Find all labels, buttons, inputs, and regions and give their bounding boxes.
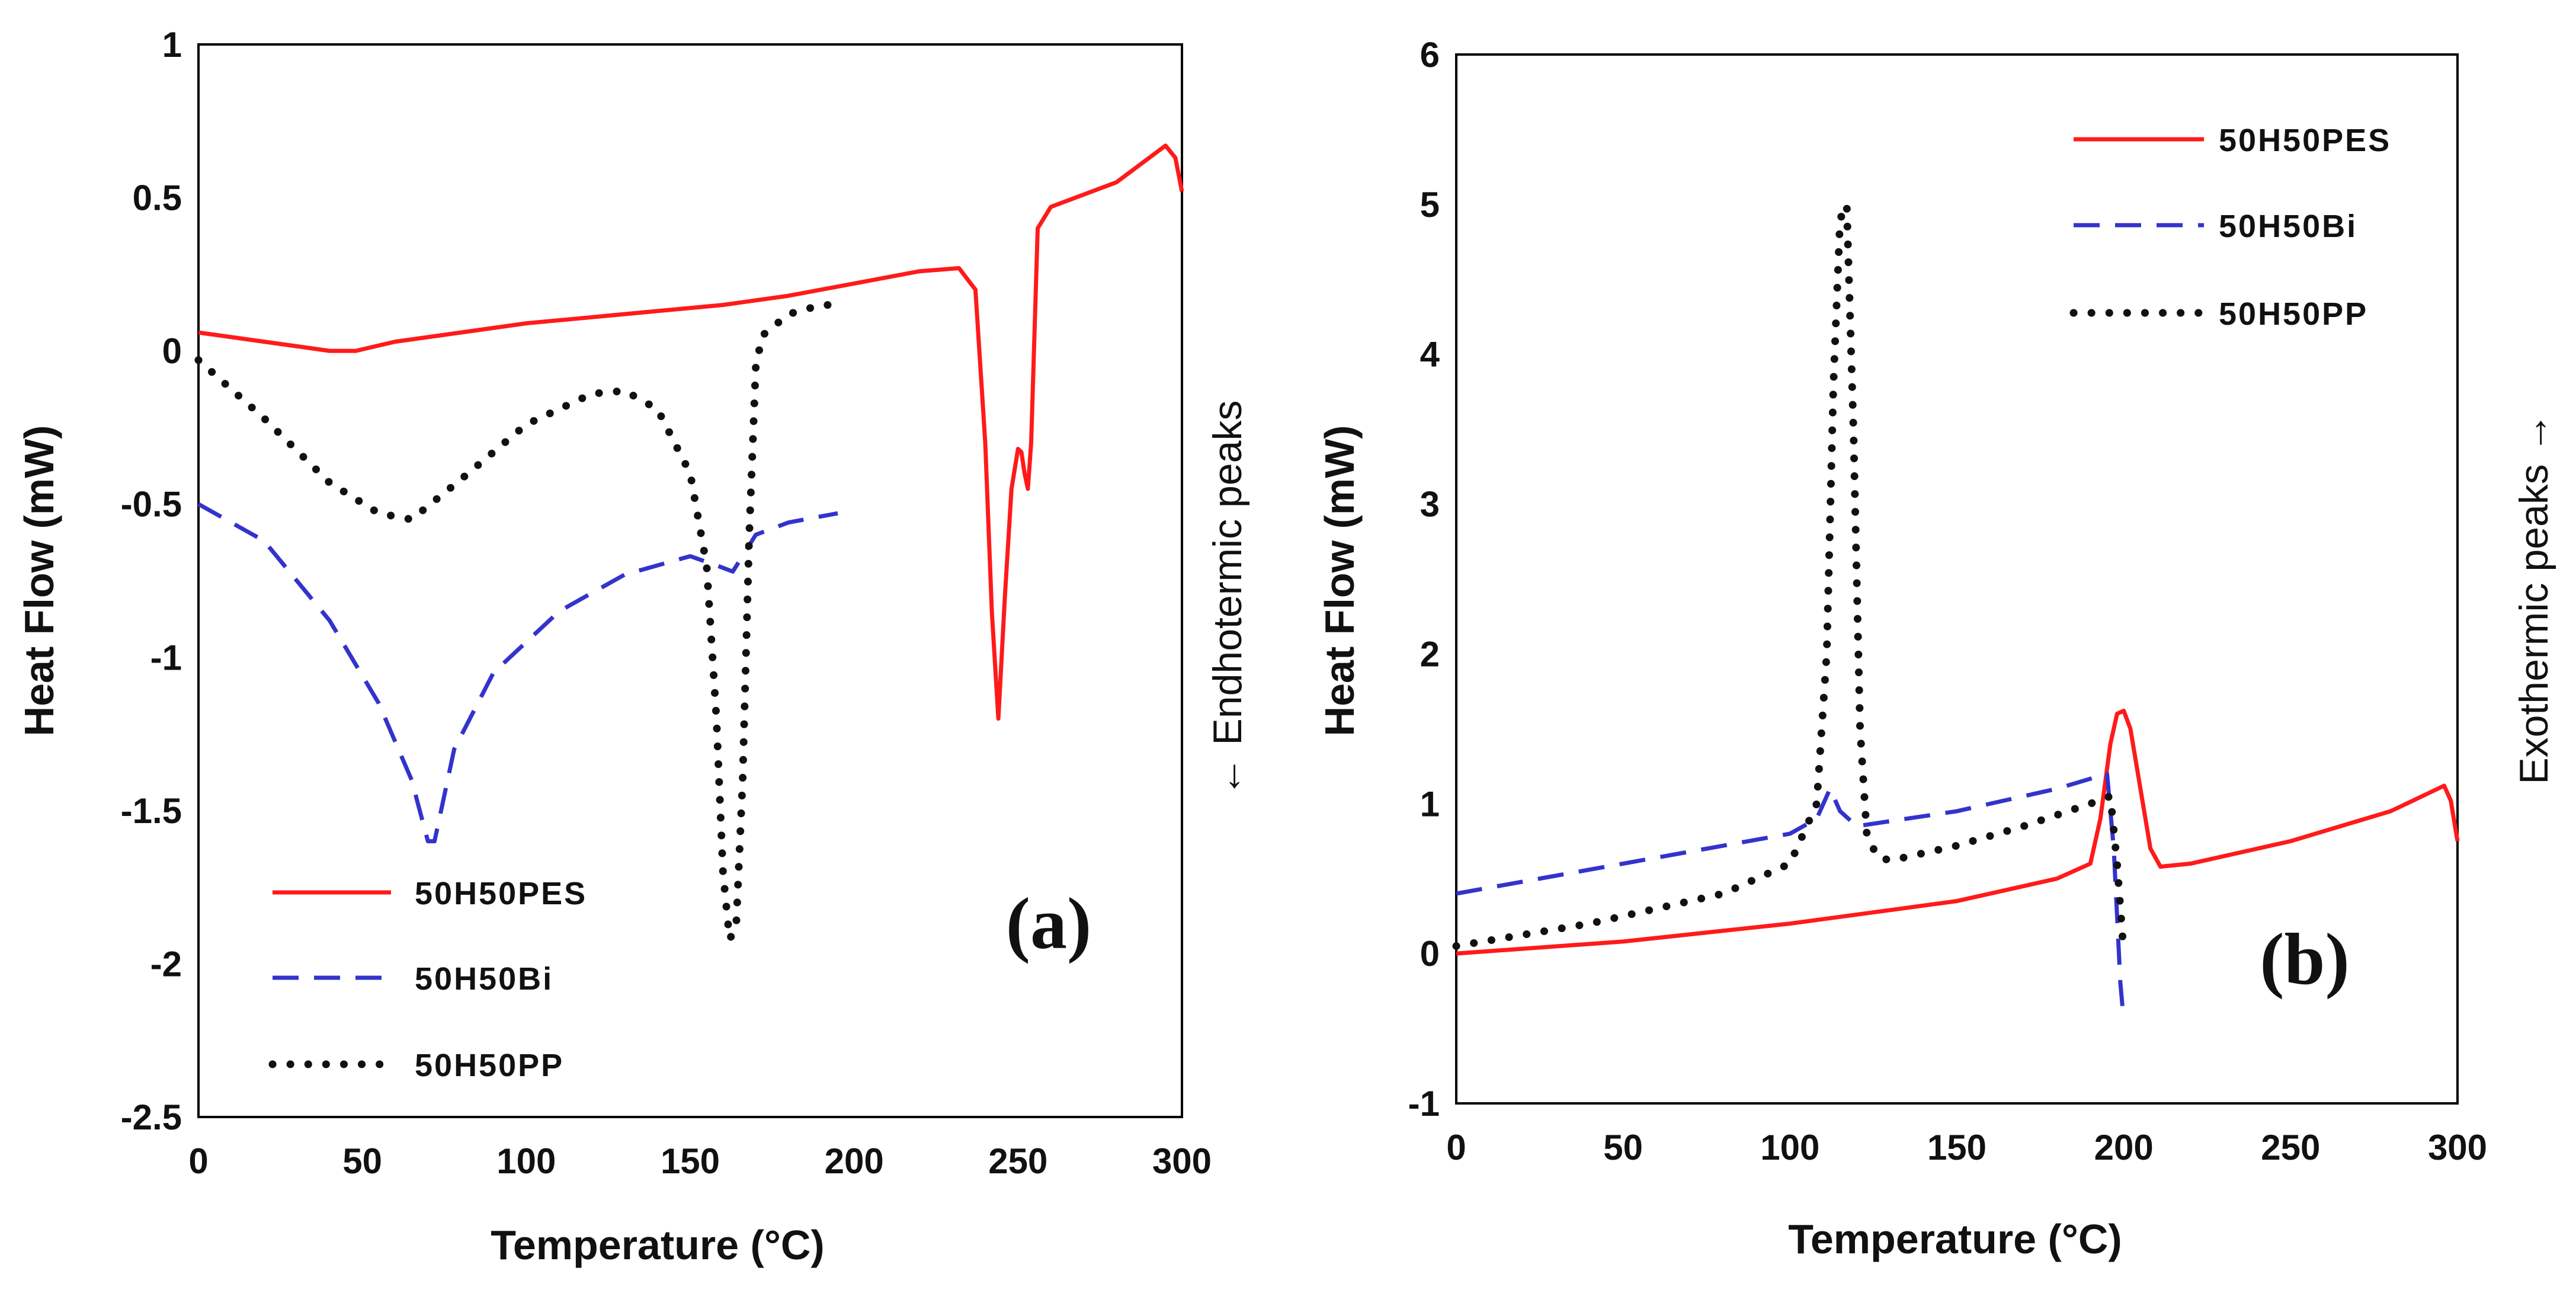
panel-label-b: (b) bbox=[2260, 918, 2350, 1000]
legend-a: 50H50PES 50H50Bi 50H50PP bbox=[268, 876, 587, 1083]
series-group-a bbox=[194, 143, 1184, 943]
x-tick-label: 300 bbox=[2428, 1128, 2487, 1167]
y-tick-label: -2.5 bbox=[121, 1097, 182, 1137]
series-line-a-50h50pes bbox=[198, 143, 1184, 721]
exothermic-note: Exothermic peaks → bbox=[2511, 412, 2556, 784]
panel-label-a: (a) bbox=[1006, 883, 1092, 964]
series-line-a-50h50bi bbox=[197, 502, 838, 844]
y-tick-label: 0.5 bbox=[133, 178, 182, 218]
x-axis-title-b: Temperature (°C) bbox=[1788, 1216, 2122, 1262]
x-tick-label: 100 bbox=[1760, 1128, 1819, 1167]
legend-label-a-pp: 50H50PP bbox=[415, 1048, 564, 1083]
legend-label-b-bi: 50H50Bi bbox=[2219, 209, 2357, 244]
series-line-b-50h50bi bbox=[1456, 772, 2126, 1022]
legend-label-b-pes: 50H50PES bbox=[2219, 123, 2391, 158]
y-tick-label: 0 bbox=[162, 331, 182, 371]
y-tick-label: 2 bbox=[1420, 634, 1440, 674]
y-tick-labels-b: 6 5 4 3 2 1 0 -1 bbox=[1408, 35, 1440, 1124]
endothermic-note: ← Endhotermic peaks bbox=[1205, 401, 1250, 797]
plot-area-b bbox=[1455, 53, 2459, 1105]
y-tick-labels-a: 1 0.5 0 -0.5 -1 -1.5 -2 -2.5 bbox=[121, 25, 182, 1137]
x-tick-label: 0 bbox=[1446, 1128, 1466, 1167]
x-tick-label: 300 bbox=[1152, 1141, 1212, 1181]
x-tick-label: 0 bbox=[188, 1141, 208, 1181]
x-tick-label: 150 bbox=[661, 1141, 720, 1181]
legend-label-b-pp: 50H50PP bbox=[2219, 296, 2368, 332]
x-tick-label: 150 bbox=[1927, 1128, 1987, 1167]
series-line-a-50h50pp bbox=[194, 301, 842, 943]
panel-a: 1 0.5 0 -0.5 -1 -1.5 -2 -2.5 0 50 100 150 200 250 300… bbox=[16, 25, 1250, 1268]
y-tick-label: 1 bbox=[162, 25, 182, 65]
y-tick-label: 1 bbox=[1420, 784, 1440, 824]
legend-label-a-pes: 50H50PES bbox=[415, 876, 587, 911]
x-tick-label: 200 bbox=[825, 1141, 884, 1181]
x-tick-label: 50 bbox=[342, 1141, 382, 1181]
y-tick-label: 0 bbox=[1420, 934, 1440, 974]
plot-area-a bbox=[197, 43, 1183, 1118]
legend-b: 50H50PES 50H50Bi 50H50PP bbox=[2069, 123, 2391, 332]
y-tick-label: 5 bbox=[1420, 185, 1440, 225]
x-axis-title-a: Temperature (°C) bbox=[491, 1222, 824, 1268]
series-line-b-50h50pes bbox=[1456, 709, 2460, 956]
x-tick-label: 250 bbox=[2261, 1128, 2320, 1167]
x-tick-label: 50 bbox=[1603, 1128, 1643, 1167]
y-tick-label: -1 bbox=[150, 638, 182, 677]
legend-label-a-bi: 50H50Bi bbox=[415, 961, 553, 997]
x-tick-label: 100 bbox=[496, 1141, 556, 1181]
y-tick-label: -1 bbox=[1408, 1084, 1440, 1124]
y-tick-label: -0.5 bbox=[121, 485, 182, 524]
y-tick-label: 3 bbox=[1420, 485, 1440, 524]
y-tick-label: -2 bbox=[150, 944, 182, 984]
series-group-b bbox=[1452, 200, 2460, 1022]
y-axis-title-b: Heat Flow (mW) bbox=[1316, 425, 1363, 737]
x-tick-label: 200 bbox=[2094, 1128, 2154, 1167]
x-tick-labels-a: 0 50 100 150 200 250 300 bbox=[188, 1141, 1212, 1181]
y-axis-title-a: Heat Flow (mW) bbox=[16, 425, 62, 737]
series-line-b-50h50pp bbox=[1452, 200, 2128, 958]
y-tick-label: 6 bbox=[1420, 35, 1440, 75]
x-tick-label: 250 bbox=[988, 1141, 1047, 1181]
y-tick-label: -1.5 bbox=[121, 791, 182, 831]
y-tick-label: 4 bbox=[1420, 335, 1440, 375]
x-tick-labels-b: 0 50 100 150 200 250 300 bbox=[1446, 1128, 2487, 1167]
